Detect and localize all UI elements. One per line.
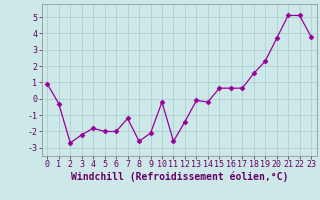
X-axis label: Windchill (Refroidissement éolien,°C): Windchill (Refroidissement éolien,°C) — [70, 172, 288, 182]
